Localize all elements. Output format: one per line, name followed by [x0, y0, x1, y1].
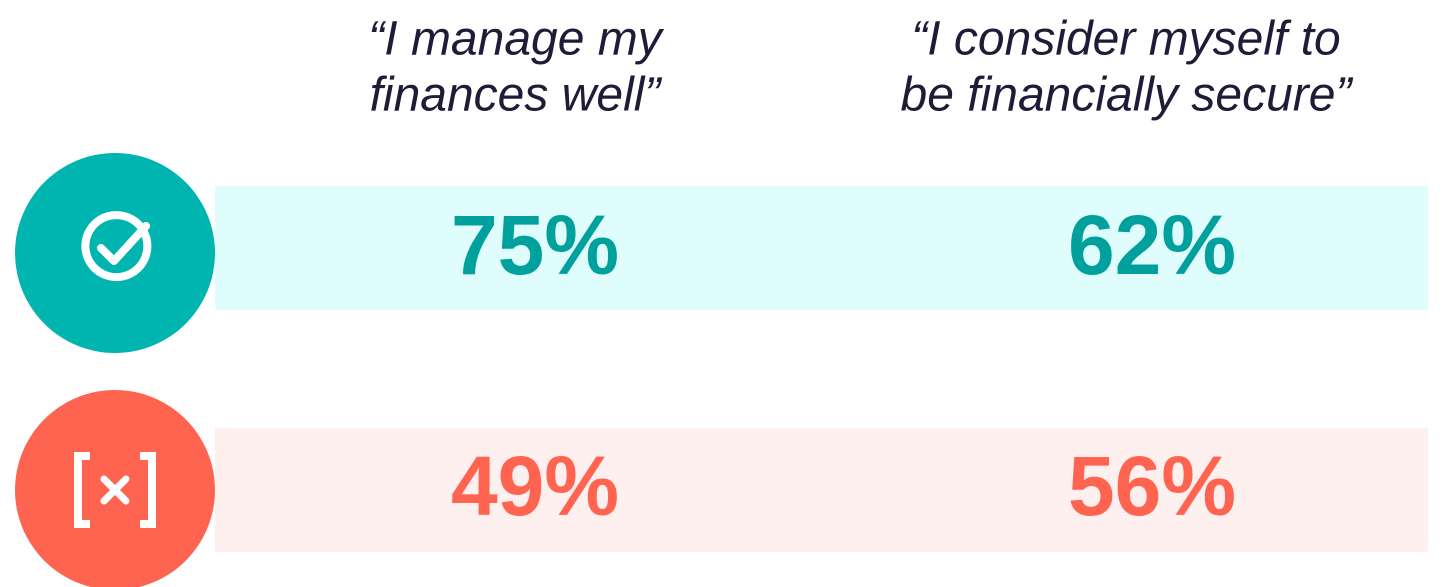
negative-band — [215, 428, 1428, 552]
cross-icon — [15, 390, 215, 587]
value: 49% — [451, 439, 619, 533]
positive-band — [215, 186, 1428, 310]
value: 62% — [1068, 198, 1236, 292]
column-header: “I consider myself to — [911, 13, 1340, 66]
column-header: “I manage my — [368, 13, 664, 66]
check-icon — [15, 153, 215, 353]
column-header: be financially secure” — [901, 69, 1354, 122]
column-header: finances well” — [370, 69, 663, 122]
value: 56% — [1068, 439, 1236, 533]
value: 75% — [451, 198, 619, 292]
